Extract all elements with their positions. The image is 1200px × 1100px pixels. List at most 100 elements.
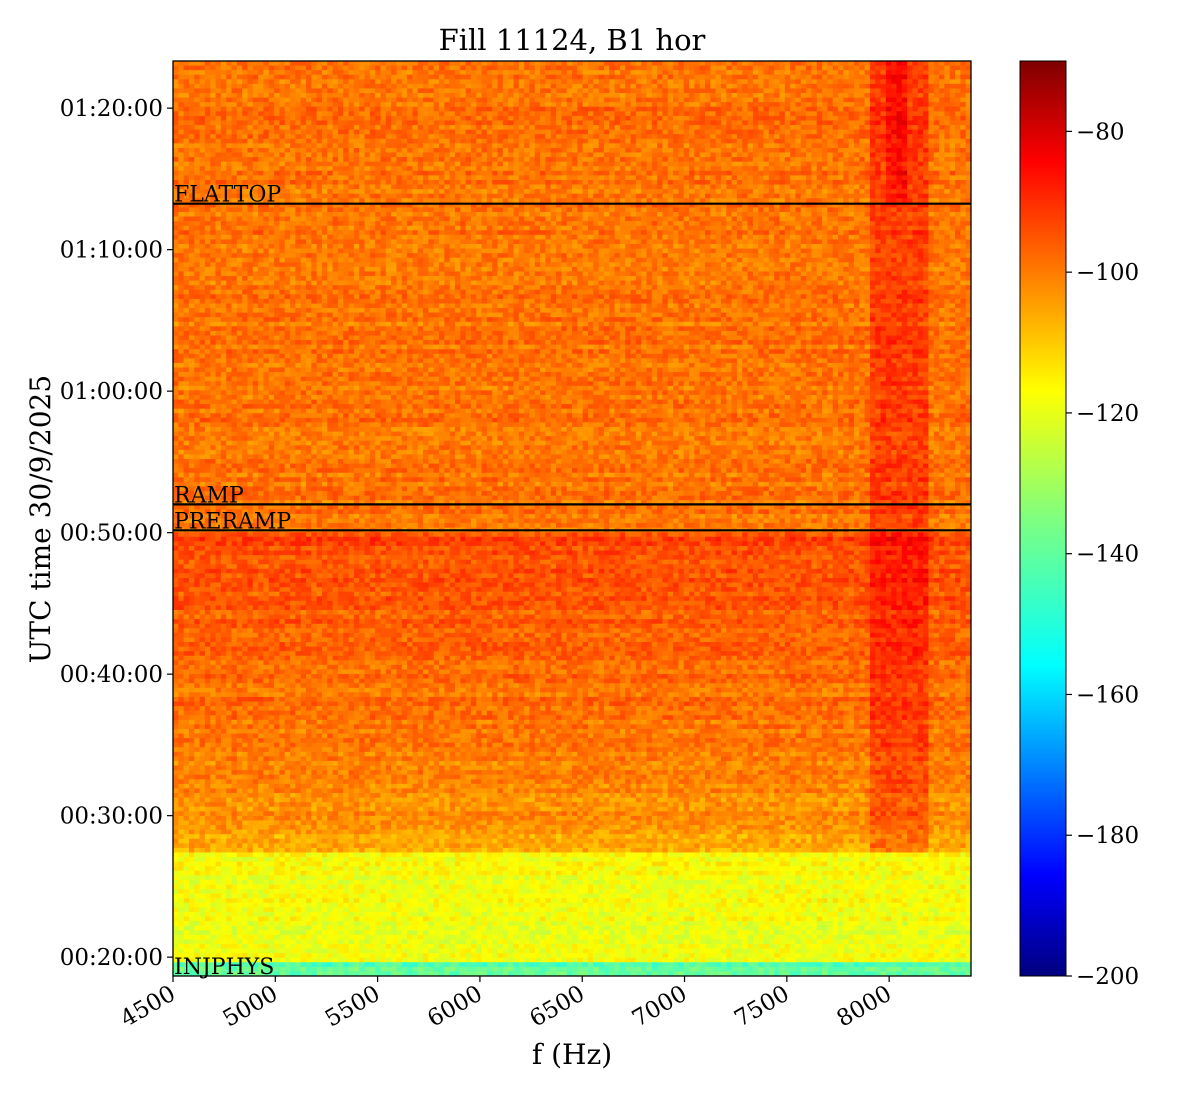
heatmap-cell: [301, 75, 307, 80]
heatmap-cell: [955, 157, 961, 162]
heatmap-cell: [349, 84, 355, 89]
heatmap-cell: [466, 143, 472, 148]
heatmap-cell: [370, 166, 376, 171]
heatmap-cell: [764, 84, 770, 89]
heatmap-cell: [503, 84, 509, 89]
heatmap-cell: [689, 175, 695, 180]
heatmap-cell: [694, 107, 700, 112]
heatmap-cell: [652, 79, 658, 84]
heatmap-cell: [716, 125, 722, 130]
heatmap-cell: [795, 130, 801, 135]
heatmap-cell: [673, 162, 679, 167]
heatmap-cell: [508, 153, 514, 158]
heatmap-cell: [774, 157, 780, 162]
heatmap-cell: [455, 93, 461, 98]
heatmap-cell: [950, 166, 956, 171]
heatmap-cell: [322, 93, 328, 98]
heatmap-cell: [641, 185, 647, 190]
heatmap-cell: [253, 107, 259, 112]
heatmap-cell: [365, 116, 371, 121]
heatmap-cell: [934, 171, 940, 176]
heatmap-cell: [678, 116, 684, 121]
heatmap-cell: [226, 175, 232, 180]
heatmap-cell: [577, 148, 583, 153]
heatmap-cell: [338, 139, 344, 144]
heatmap-cell: [827, 111, 833, 116]
heatmap-cell: [551, 157, 557, 162]
heatmap-cell: [764, 75, 770, 80]
heatmap-cell: [833, 175, 839, 180]
heatmap-cell: [503, 185, 509, 190]
heatmap-cell: [694, 148, 700, 153]
heatmap-cell: [492, 130, 498, 135]
heatmap-cell: [652, 157, 658, 162]
heatmap-cell: [583, 98, 589, 103]
heatmap-cell: [359, 171, 365, 176]
heatmap-cell: [380, 70, 386, 75]
heatmap-cell: [758, 125, 764, 130]
heatmap-cell: [263, 162, 269, 167]
heatmap-cell: [694, 120, 700, 125]
heatmap-cell: [891, 111, 897, 116]
heatmap-cell: [216, 125, 222, 130]
heatmap-cell: [801, 139, 807, 144]
heatmap-cell: [359, 102, 365, 107]
heatmap-cell: [216, 75, 222, 80]
heatmap-cell: [593, 153, 599, 158]
heatmap-cell: [407, 75, 413, 80]
heatmap-cell: [881, 134, 887, 139]
heatmap-cell: [684, 125, 690, 130]
heatmap-cell: [306, 98, 312, 103]
heatmap-cell: [705, 111, 711, 116]
heatmap-cell: [285, 98, 291, 103]
heatmap-cell: [700, 180, 706, 185]
heatmap-cell: [620, 194, 626, 199]
heatmap-cell: [817, 166, 823, 171]
heatmap-cell: [535, 61, 541, 66]
heatmap-cell: [843, 157, 849, 162]
heatmap-cell: [694, 194, 700, 199]
heatmap-cell: [247, 139, 253, 144]
heatmap-cell: [232, 120, 238, 125]
heatmap-cell: [253, 79, 259, 84]
heatmap-cell: [811, 75, 817, 80]
heatmap-cell: [827, 175, 833, 180]
heatmap-cell: [359, 111, 365, 116]
heatmap-cell: [801, 88, 807, 93]
heatmap-cell: [907, 157, 913, 162]
heatmap-cell: [455, 148, 461, 153]
heatmap-cell: [269, 171, 275, 176]
heatmap-cell: [338, 162, 344, 167]
heatmap-cell: [790, 175, 796, 180]
heatmap-cell: [471, 189, 477, 194]
heatmap-cell: [795, 134, 801, 139]
heatmap-cell: [561, 84, 567, 89]
heatmap-cell: [529, 134, 535, 139]
heatmap-cell: [875, 139, 881, 144]
heatmap-cell: [391, 148, 397, 153]
heatmap-cell: [482, 189, 488, 194]
heatmap-cell: [476, 93, 482, 98]
heatmap-cell: [428, 171, 434, 176]
heatmap-cell: [631, 180, 637, 185]
heatmap-cell: [934, 166, 940, 171]
heatmap-cell: [939, 88, 945, 93]
heatmap-cell: [402, 166, 408, 171]
heatmap-cell: [801, 162, 807, 167]
heatmap-cell: [795, 61, 801, 66]
heatmap-cell: [370, 102, 376, 107]
heatmap-cell: [684, 143, 690, 148]
heatmap-cell: [646, 143, 652, 148]
heatmap-cell: [625, 130, 631, 135]
heatmap-cell: [338, 75, 344, 80]
heatmap-cell: [412, 75, 418, 80]
heatmap-cell: [620, 162, 626, 167]
heatmap-cell: [583, 189, 589, 194]
heatmap-cell: [444, 189, 450, 194]
heatmap-cell: [811, 120, 817, 125]
heatmap-cell: [540, 130, 546, 135]
heatmap-cell: [508, 148, 514, 153]
heatmap-cell: [508, 98, 514, 103]
heatmap-cell: [790, 102, 796, 107]
heatmap-cell: [444, 107, 450, 112]
